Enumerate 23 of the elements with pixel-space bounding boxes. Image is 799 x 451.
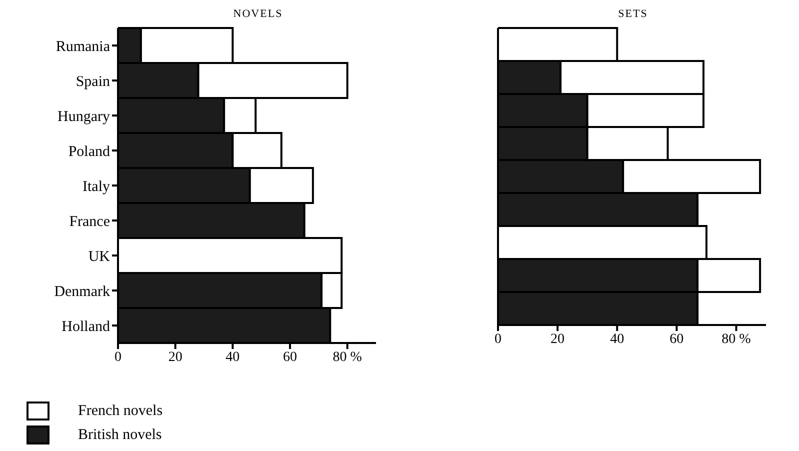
y-tick-label: Holland <box>62 318 110 335</box>
legend-label: British novels <box>78 426 162 444</box>
chart-title: SETS <box>617 8 649 22</box>
y-tick-label: Poland <box>68 144 110 160</box>
x-tick-label: 60 <box>670 332 684 347</box>
y-tick-label: Rumania <box>56 38 110 55</box>
x-tick-label: 40 <box>610 332 624 347</box>
y-tick-label: UK <box>88 248 110 265</box>
x-tick-label: 0 <box>494 332 502 347</box>
x-tick-label: 60 <box>283 350 297 365</box>
x-tick-label: 20 <box>168 350 182 365</box>
y-tick-label: Italy <box>82 178 110 195</box>
y-tick-label: Hungary <box>58 108 110 125</box>
y-tick-label: Denmark <box>54 284 110 300</box>
x-tick-label: 80 % <box>332 350 362 365</box>
x-tick-label: 80 % <box>722 332 752 347</box>
y-tick-label: France <box>69 214 110 230</box>
x-tick-label: 0 <box>114 350 122 365</box>
x-tick-label: 40 <box>226 350 240 365</box>
chart-title: NOVELS <box>232 8 284 22</box>
y-tick-label: Spain <box>76 74 110 90</box>
x-tick-label: 20 <box>550 332 565 347</box>
legend-label: French novels <box>78 402 163 420</box>
